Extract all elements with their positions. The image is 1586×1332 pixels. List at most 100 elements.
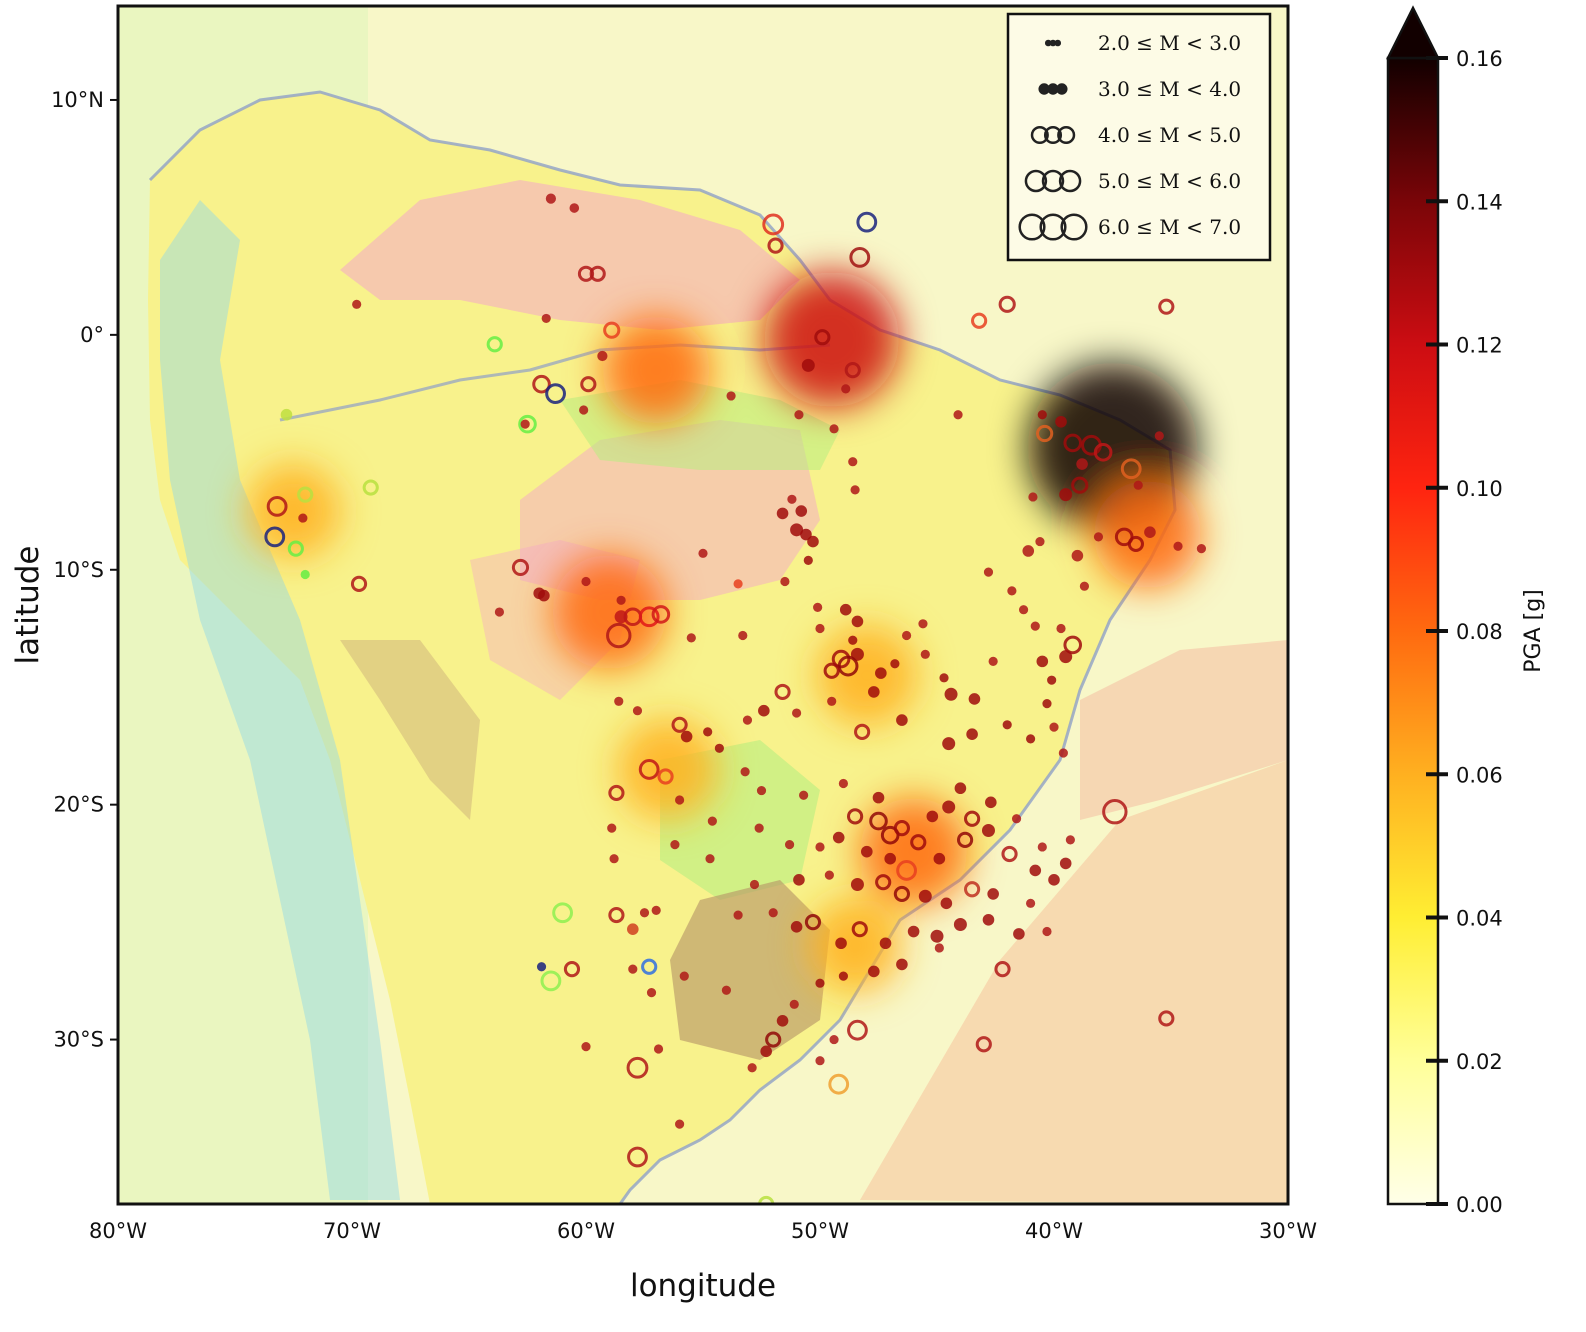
earthquake-event [896,958,908,971]
earthquake-event [674,1119,685,1129]
earthquake-event [790,921,803,933]
earthquake-event [1036,424,1054,443]
earthquake-event [350,575,368,592]
pga-hotspot [246,463,341,559]
ocean-atlantic-shelf [860,760,1288,1204]
earthquake-event [854,723,871,740]
colorbar-ticks: 0.00 0.02 0.04 0.06 0.08 0.10 0.12 0.14 0.16 [1426,47,1503,1217]
lat-tick-label: 30°S [53,1028,104,1052]
earthquake-event [944,687,958,701]
earthquake-event [851,921,868,938]
earthquake-event [953,917,967,931]
lat-tick-label: 0° [80,323,104,347]
earthquake-event [791,708,802,718]
guiana-shield-patch [340,180,800,330]
earthquake-event [1079,581,1090,591]
earthquake-event [1133,480,1143,490]
earthquake-event [1102,799,1128,825]
earthquake-event [829,1034,839,1045]
earthquake-events-layer [264,193,1207,1204]
earthquake-event [536,962,547,972]
earthquake-event [1037,410,1047,420]
lon-tick-label: 30°W [1259,1219,1317,1243]
earthquake-event [956,831,974,849]
earthquake-event [879,937,892,950]
earthquake-event [868,686,880,698]
earthquake-event [581,1042,591,1052]
earthquake-event [1001,845,1018,863]
earthquake-event [639,908,650,918]
earthquake-event [627,1146,648,1168]
x-axis-label: longitude [630,1268,776,1304]
earthquake-event [738,630,748,641]
colorbar-extend-arrow [1385,5,1441,60]
earthquake-event [532,374,551,394]
earthquake-event [814,329,831,346]
earthquake-event [1059,488,1073,502]
earthquake-event [674,795,685,805]
earthquake-event [742,715,753,725]
earthquake-event [1037,842,1047,852]
earthquake-event [1007,586,1017,596]
earthquake-event [1059,650,1073,664]
earthquake-event [1028,492,1038,502]
earthquake-event [1071,549,1084,562]
earthquake-event [869,811,888,831]
colorbar-tick-label: 0.16 [1456,47,1503,71]
earthquake-event [767,237,784,254]
earthquake-event [653,1044,664,1054]
earthquake-event [628,964,638,974]
map-frame [116,4,1290,1206]
earthquake-event [1025,898,1036,908]
earthquake-event [918,889,932,903]
earthquake-event [638,759,660,780]
colorbar-tick-label: 0.14 [1456,190,1503,214]
earthquake-event [939,673,949,683]
lon-tick-label: 80°W [89,1219,147,1243]
earthquake-event [981,824,995,838]
earthquake-event [1076,458,1088,470]
lon-tick-label: 50°W [791,1219,849,1243]
earthquake-event [747,1063,757,1073]
earthquake-event [884,852,896,865]
earthquake-event [954,782,967,795]
earthquake-event [540,970,562,992]
earthquake-event [1011,814,1022,824]
earthquake-event [614,696,624,706]
earthquake-event [994,960,1011,978]
south-america-land [148,92,1175,1204]
legend-marker [1054,39,1062,47]
earthquake-event [1120,458,1142,480]
earthquake-event [300,569,310,580]
earthquake-event [686,633,696,643]
earthquake-event [569,203,580,213]
lat-tick-label: 20°S [53,793,104,817]
earthquake-event [815,842,825,852]
earthquake-event [926,810,939,823]
earthquake-event [768,908,778,918]
earthquake-event [726,391,736,401]
pga-hotspot [763,271,900,408]
lat-tick-label: 10°S [53,558,104,582]
earthquake-event [298,513,308,523]
earthquake-event [1063,433,1083,453]
earthquake-event [776,507,789,520]
earthquake-event [907,925,920,938]
earthquake-event [839,603,852,616]
earthquake-event [807,535,819,548]
earthquake-event [1065,835,1075,845]
earthquake-event [910,834,927,851]
pga-hotspot [816,624,918,727]
earthquake-event [1071,476,1089,494]
earthquake-event [784,839,795,850]
earthquake-event [1158,298,1175,315]
earthquake-event [1047,675,1057,685]
earthquake-event [968,693,981,705]
earthquake-event [266,495,288,517]
earthquake-event [850,485,860,495]
earthquake-event [841,384,851,394]
earthquake-event [1025,734,1036,744]
earthquake-event [988,656,998,666]
earthquake-event [671,716,688,733]
